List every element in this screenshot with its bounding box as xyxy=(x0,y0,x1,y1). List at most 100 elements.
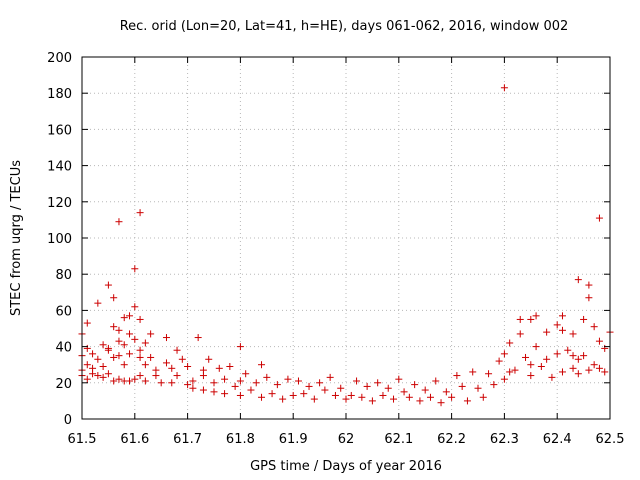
data-point xyxy=(141,339,149,347)
data-point xyxy=(104,370,112,378)
data-point xyxy=(411,381,419,389)
data-point xyxy=(104,281,112,289)
data-point xyxy=(601,344,609,352)
data-point xyxy=(522,353,530,361)
data-point xyxy=(83,375,91,383)
data-point xyxy=(126,330,134,338)
data-point xyxy=(141,361,149,369)
data-point xyxy=(147,353,155,361)
data-point xyxy=(390,395,398,403)
x-tick-label: 61.5 xyxy=(68,432,97,447)
data-point xyxy=(321,386,329,394)
data-point xyxy=(601,368,609,376)
data-point xyxy=(511,366,519,374)
data-point xyxy=(453,372,461,380)
data-point xyxy=(120,341,128,349)
data-point xyxy=(120,361,128,369)
data-point xyxy=(136,346,144,354)
y-tick-label: 140 xyxy=(47,160,72,175)
data-point xyxy=(131,265,139,273)
data-point xyxy=(94,355,102,363)
data-point xyxy=(363,382,371,390)
data-point xyxy=(569,364,577,372)
data-point xyxy=(294,377,302,385)
y-tick-label: 160 xyxy=(47,123,72,138)
data-point xyxy=(110,353,118,361)
data-point xyxy=(279,395,287,403)
data-point xyxy=(485,370,493,378)
data-point xyxy=(316,379,324,387)
data-point xyxy=(527,315,535,323)
data-point xyxy=(205,355,213,363)
data-point xyxy=(558,312,566,320)
data-point xyxy=(173,372,181,380)
data-point xyxy=(236,391,244,399)
data-point xyxy=(358,393,366,401)
data-point xyxy=(252,379,260,387)
data-point xyxy=(500,375,508,383)
x-tick-label: 62.4 xyxy=(543,432,572,447)
data-point xyxy=(574,276,582,284)
y-axis-label: STEC from uqrg / TECUs xyxy=(9,160,24,316)
data-point xyxy=(564,346,572,354)
data-point xyxy=(585,281,593,289)
data-point xyxy=(574,370,582,378)
data-point xyxy=(110,377,118,385)
data-point xyxy=(580,315,588,323)
data-point xyxy=(115,352,123,360)
data-point xyxy=(215,364,223,372)
data-point xyxy=(236,377,244,385)
data-point xyxy=(558,326,566,334)
data-point xyxy=(532,343,540,351)
data-point xyxy=(99,373,107,381)
data-point xyxy=(99,341,107,349)
y-tick-label: 80 xyxy=(55,268,72,283)
data-point xyxy=(310,395,318,403)
data-point xyxy=(83,344,91,352)
data-point xyxy=(258,361,266,369)
x-tick-label: 61.9 xyxy=(279,432,308,447)
data-point xyxy=(268,390,276,398)
data-point xyxy=(426,393,434,401)
data-point xyxy=(516,315,524,323)
data-point xyxy=(585,294,593,302)
data-point xyxy=(516,330,524,338)
data-point xyxy=(147,330,155,338)
data-point xyxy=(490,381,498,389)
data-point xyxy=(337,384,345,392)
data-point xyxy=(94,299,102,307)
data-point xyxy=(136,353,144,361)
data-point xyxy=(326,373,334,381)
data-point xyxy=(210,388,218,396)
data-point xyxy=(331,391,339,399)
data-point xyxy=(580,352,588,360)
data-point xyxy=(221,375,229,383)
data-point xyxy=(543,355,551,363)
data-point xyxy=(384,384,392,392)
x-tick-label: 62.3 xyxy=(490,432,519,447)
data-point xyxy=(258,393,266,401)
data-point xyxy=(400,388,408,396)
data-point xyxy=(136,372,144,380)
data-point xyxy=(194,334,202,342)
data-point xyxy=(173,346,181,354)
data-point xyxy=(168,364,176,372)
x-tick-label: 62.2 xyxy=(437,432,466,447)
data-point xyxy=(83,319,91,327)
data-point xyxy=(590,361,598,369)
data-point xyxy=(162,359,170,367)
x-tick-label: 61.7 xyxy=(173,432,202,447)
data-point xyxy=(442,388,450,396)
data-point xyxy=(595,214,603,222)
data-point xyxy=(115,218,123,226)
data-point xyxy=(157,379,165,387)
data-point xyxy=(136,315,144,323)
data-point xyxy=(226,363,234,371)
data-point xyxy=(104,344,112,352)
data-point xyxy=(221,390,229,398)
data-point xyxy=(178,355,186,363)
axis-ticks: 61.5 61.6 61.7 61.8 61.9 62 62.1 62.2 62.3 62.4 62… xyxy=(47,51,624,447)
data-point xyxy=(432,377,440,385)
data-point xyxy=(110,294,118,302)
